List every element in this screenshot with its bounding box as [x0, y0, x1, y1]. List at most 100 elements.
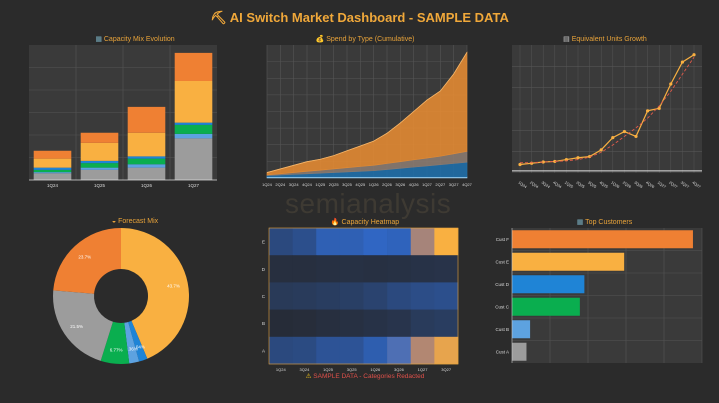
heatmap-cell [434, 336, 459, 365]
pickaxe-icon: ⛏ [210, 10, 230, 25]
sample-data-warning: ⚠ SAMPLE DATA - Categories Redacted [305, 373, 425, 380]
forecast-chart: 43.7% 2.04%2.36%6.77% 21.5% 23.7% [52, 228, 189, 364]
x-tick-label: 1Q25 [564, 181, 574, 190]
pie-slice [121, 228, 189, 359]
heatmap-cell [316, 309, 341, 338]
y-tick-label: A [262, 348, 265, 353]
slice-label: 43.7% [167, 283, 180, 288]
x-tick-label: 2Q25 [575, 181, 585, 190]
heatmap-cell [363, 228, 388, 256]
y-tick-label: Cust F [496, 237, 510, 242]
heatmap-cell [387, 255, 412, 283]
y-tick-label: D [262, 267, 266, 272]
units-chart: 1Q24 2Q24 3Q24 4Q24 1Q25 2Q25 3Q25 4Q25 1Q26 2Q26… [512, 45, 702, 190]
x-tick-label: 3Q24 [289, 182, 300, 187]
pie-slice [52, 290, 113, 361]
x-tick-label: 3Q27 [680, 181, 690, 190]
x-tick-label: 4Q24 [302, 182, 313, 187]
data-point [518, 162, 522, 167]
data-point [553, 159, 557, 164]
bar-segment [174, 81, 213, 123]
pie-slice [128, 320, 148, 362]
heatmap-cell [410, 228, 435, 256]
data-point [634, 134, 638, 139]
pie-slice [124, 322, 140, 364]
capacity-mix-title: ▦ Capacity Mix Evolution [95, 36, 175, 43]
heatmap-cell [292, 255, 317, 283]
pie-slice [100, 321, 130, 364]
x-tick-label: 3Q26 [633, 181, 643, 190]
heatmap-cell [363, 309, 388, 338]
heatmap-border [268, 227, 459, 365]
heatmap-cell [363, 282, 388, 310]
y-tick-label: Cust E [495, 259, 509, 264]
slice-label: 23.7% [78, 255, 91, 260]
x-tick-label: 4Q25 [599, 181, 609, 190]
heatmap-chart: E D C B A 1Q24 3Q24 1Q25 3Q25 1Q26 3Q26 1Q27 3Q27 [262, 227, 459, 372]
x-tick-label: 1Q27 [418, 367, 429, 372]
bar-segment [127, 156, 166, 159]
heatmap-cell [316, 282, 341, 310]
heatmap-cell [339, 309, 364, 338]
data-point [646, 109, 650, 113]
bar-segment [33, 172, 72, 174]
y-tick-label: B [262, 321, 265, 326]
bar-segment [127, 164, 166, 168]
heatmap-cell [434, 228, 459, 256]
data-point [657, 106, 661, 110]
heatmap-cell [269, 228, 293, 256]
units-line [519, 54, 695, 166]
x-tick-label: 3Q27 [441, 367, 452, 372]
customers-title: ▦ Top Customers [576, 219, 633, 226]
heatmap-cell [316, 255, 341, 283]
heatmap-cell [410, 309, 435, 338]
x-tick-label: 4Q26 [409, 182, 420, 187]
area-top-line [266, 52, 468, 173]
bar-segment [80, 160, 119, 164]
spend-chart: 1Q24 2Q24 3Q24 4Q24 1Q25 2Q25 3Q25 4Q25 1Q26 2Q26… [262, 45, 472, 187]
x-tick-label: 2Q26 [622, 181, 632, 190]
x-tick-label: 4Q26 [645, 181, 655, 190]
x-tick-label: 1Q27 [188, 183, 200, 188]
heatmap-cell [292, 336, 317, 365]
fire-icon: 🔥 [330, 219, 342, 226]
trend-line [520, 56, 695, 164]
heatmap-cell [269, 309, 293, 338]
heatmap-title: 🔥 Capacity Heatmap [330, 219, 400, 226]
heatmap-cell [387, 336, 412, 365]
units-title: ▤ Equivalent Units Growth [563, 36, 647, 43]
x-tick-label: 1Q26 [141, 183, 153, 188]
heatmap-cell [292, 309, 317, 338]
bar-segment [80, 169, 119, 180]
x-tick-label: 1Q26 [610, 181, 620, 190]
data-point [541, 160, 545, 164]
customer-bar [512, 320, 531, 339]
x-tick-label: 4Q24 [552, 181, 562, 190]
slice-label: 2.36% [125, 346, 138, 351]
heatmap-cell [363, 255, 388, 283]
heatmap-cell [387, 309, 412, 338]
heatmap-cell [292, 228, 317, 256]
bar-segment [127, 132, 166, 157]
bar-segment [33, 150, 72, 159]
heatmap-cell [269, 282, 293, 310]
bar-segment [174, 52, 213, 81]
customer-bar [512, 297, 580, 316]
x-tick-label: 1Q25 [315, 182, 326, 187]
bar-segment [127, 167, 166, 180]
heatmap-cell [316, 228, 341, 256]
y-tick-label: Cust A [496, 349, 509, 354]
bar-segment [33, 167, 72, 170]
data-point [692, 53, 696, 57]
bar-segment [174, 133, 213, 139]
x-tick-label: 2Q27 [435, 182, 446, 187]
x-tick-label: 3Q25 [342, 182, 353, 187]
heatmap-cell [387, 228, 412, 256]
x-tick-label: 1Q26 [370, 367, 381, 372]
heatmap-cell [434, 255, 459, 283]
bar-chart-icon: ▦ [95, 36, 104, 43]
heatmap-cell [410, 336, 435, 365]
x-tick-label: 3Q26 [394, 367, 405, 372]
customer-bar [512, 252, 625, 271]
x-tick-label: 1Q24 [517, 181, 527, 190]
